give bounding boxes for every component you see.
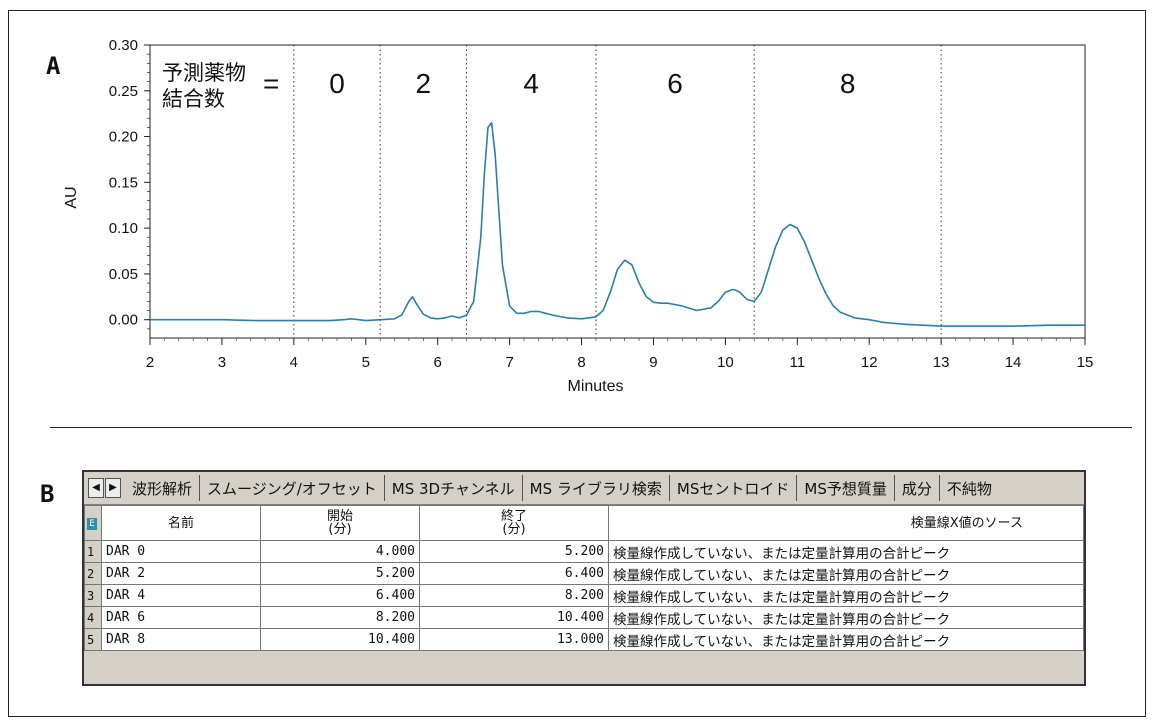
y-tick-label: 0.10	[109, 220, 138, 237]
tab-bar: ◀ ▶ 波形解析 スムージング/オフセット MS 3Dチャンネル MS ライブラ…	[84, 472, 1084, 505]
end-cell[interactable]: 5.200	[419, 540, 609, 563]
tab-ms-library-search[interactable]: MS ライブラリ検索	[523, 475, 670, 501]
y-tick-label: 0.05	[109, 266, 138, 283]
region-label: 6	[667, 68, 683, 99]
start-cell[interactable]: 4.000	[260, 540, 420, 563]
column-header-end[interactable]: 終了 (分)	[419, 505, 609, 541]
tab-ms-3d-channel[interactable]: MS 3Dチャンネル	[385, 475, 523, 501]
end-cell[interactable]: 10.400	[419, 606, 609, 629]
column-header-start[interactable]: 開始 (分)	[260, 505, 420, 541]
column-header-source[interactable]: 検量線X値のソース	[608, 505, 1084, 541]
annotation-equals: =	[263, 68, 279, 99]
x-axis-label: Minutes	[567, 378, 623, 395]
x-tick-label: 2	[146, 354, 154, 371]
column-header-start-line1: 開始	[326, 509, 353, 524]
column-header-start-line2: (分)	[328, 522, 352, 537]
table-row[interactable]: 3 DAR 4 6.400 8.200 検量線作成していない、または定量計算用の合計ピー…	[84, 584, 1084, 607]
x-tick-label: 4	[290, 354, 298, 371]
panel-divider	[50, 427, 1132, 428]
source-cell[interactable]: 検量線作成していない、または定量計算用の合計ピーク	[608, 540, 1084, 563]
start-cell[interactable]: 8.200	[260, 606, 420, 629]
start-cell[interactable]: 6.400	[260, 584, 420, 607]
table-row[interactable]: 5 DAR 8 10.400 13.000 検量線作成していない、または定量計算用の合計…	[84, 628, 1084, 651]
column-header-end-line1: 終了	[500, 509, 527, 524]
x-tick-label: 14	[1005, 354, 1022, 371]
tab-scroll-right-icon[interactable]: ▶	[105, 478, 121, 498]
column-header-end-line2: (分)	[502, 522, 526, 537]
x-tick-label: 5	[362, 354, 370, 371]
x-tick-label: 13	[933, 354, 950, 371]
y-tick-label: 0.00	[109, 312, 138, 329]
x-tick-label: 12	[861, 354, 878, 371]
row-number-cell[interactable]: 3	[84, 584, 102, 607]
annotation-prefix-line1: 予測薬物	[162, 62, 246, 85]
y-tick-label: 0.30	[109, 37, 138, 54]
row-number-cell[interactable]: 2	[84, 562, 102, 585]
panel-b-letter: B	[40, 480, 55, 508]
tab-smoothing-offset[interactable]: スムージング/オフセット	[200, 475, 385, 501]
name-cell[interactable]: DAR 0	[101, 540, 261, 563]
x-tick-label: 7	[505, 354, 513, 371]
source-cell[interactable]: 検量線作成していない、または定量計算用の合計ピーク	[608, 628, 1084, 651]
name-cell[interactable]: DAR 8	[101, 628, 261, 651]
y-tick-label: 0.20	[109, 129, 138, 146]
source-cell[interactable]: 検量線作成していない、または定量計算用の合計ピーク	[608, 562, 1084, 585]
peak-table-window: ◀ ▶ 波形解析 スムージング/オフセット MS 3Dチャンネル MS ライブラ…	[82, 470, 1086, 686]
tab-waveform-analysis[interactable]: 波形解析	[125, 475, 201, 501]
figure-frame	[8, 10, 1146, 717]
end-cell[interactable]: 8.200	[419, 584, 609, 607]
tab-impurities[interactable]: 不純物	[946, 479, 992, 498]
region-label: 8	[840, 68, 856, 99]
tab-components[interactable]: 成分	[895, 475, 940, 501]
y-axis-label: AU	[63, 186, 80, 208]
table-row[interactable]: 1 DAR 0 4.000 5.200 検量線作成していない、または定量計算用の合計ピー…	[84, 540, 1084, 563]
tab-ms-expected-mass[interactable]: MS予想質量	[797, 475, 895, 501]
end-cell[interactable]: 13.000	[419, 628, 609, 651]
column-header-name[interactable]: 名前	[101, 505, 261, 541]
row-number-cell[interactable]: 4	[84, 606, 102, 629]
region-label: 0	[329, 68, 345, 99]
start-cell[interactable]: 5.200	[260, 562, 420, 585]
x-tick-label: 6	[434, 354, 442, 371]
chromatogram-chart: 0.00 0.05 0.10 0.15 0.20 0.25 0.30 2 3 4 5 6 7 8 9 10 11…	[63, 37, 1094, 395]
name-cell[interactable]: DAR 6	[101, 606, 261, 629]
table-row[interactable]: 2 DAR 2 5.200 6.400 検量線作成していない、または定量計算用の合計ピー…	[84, 562, 1084, 585]
region-label: 2	[416, 68, 432, 99]
y-tick-label: 0.25	[109, 83, 138, 100]
tab-ms-centroid[interactable]: MSセントロイド	[670, 475, 798, 501]
x-tick-label: 3	[218, 354, 226, 371]
x-tick-label: 11	[790, 354, 806, 371]
x-tick-label: 8	[577, 354, 585, 371]
source-cell[interactable]: 検量線作成していない、または定量計算用の合計ピーク	[608, 584, 1084, 607]
plot-area-frame	[149, 44, 1086, 339]
table-corner[interactable]: E	[84, 505, 102, 541]
tab-scroll-left-icon[interactable]: ◀	[88, 478, 104, 498]
region-label: 4	[523, 68, 539, 99]
table-row[interactable]: 4 DAR 6 8.200 10.400 検量線作成していない、または定量計算用の合計ピ…	[84, 606, 1084, 629]
table-header-row: E 名前 開始 (分) 終了 (分) 検量線X値のソース	[84, 505, 1084, 541]
start-cell[interactable]: 10.400	[260, 628, 420, 651]
table-corner-icon: E	[87, 518, 97, 530]
name-cell[interactable]: DAR 4	[101, 584, 261, 607]
annotation-prefix-line2: 結合数	[162, 88, 225, 111]
end-cell[interactable]: 6.400	[419, 562, 609, 585]
row-number-cell[interactable]: 5	[84, 628, 102, 651]
source-cell[interactable]: 検量線作成していない、または定量計算用の合計ピーク	[608, 606, 1084, 629]
peak-table: E 名前 開始 (分) 終了 (分) 検量線X値のソース 1 DAR 0 4.000 5.…	[84, 505, 1084, 651]
chromatogram-trace	[150, 122, 1085, 327]
x-tick-label: 15	[1077, 354, 1094, 371]
x-tick-label: 10	[717, 354, 734, 371]
panel-a-letter: A	[46, 52, 61, 80]
name-cell[interactable]: DAR 2	[101, 562, 261, 585]
row-number-cell[interactable]: 1	[84, 540, 102, 563]
y-tick-label: 0.15	[109, 174, 138, 191]
x-tick-label: 9	[649, 354, 657, 371]
